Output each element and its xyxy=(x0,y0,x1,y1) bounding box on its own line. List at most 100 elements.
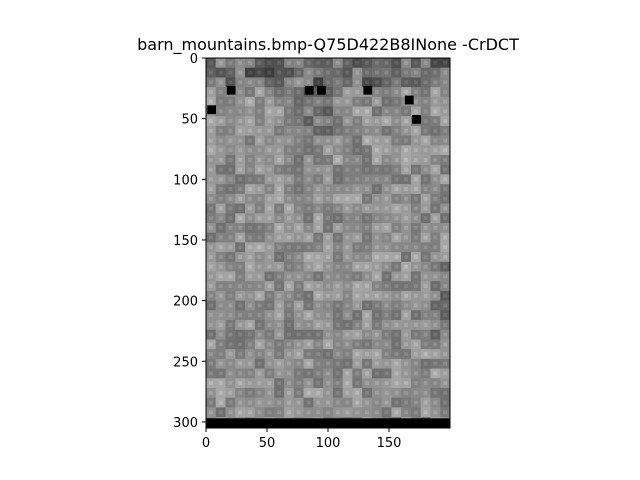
heatmap-cell-texture xyxy=(423,80,428,85)
heatmap-cell-texture xyxy=(238,313,243,318)
heatmap-cell-texture xyxy=(345,148,350,153)
heatmap-cell-texture xyxy=(394,109,399,114)
heatmap-cell xyxy=(420,349,431,360)
heatmap-cell xyxy=(245,300,256,311)
heatmap-cell xyxy=(245,184,256,195)
heatmap-cell xyxy=(440,135,451,146)
heatmap-cell xyxy=(254,252,265,263)
heatmap-cell-texture xyxy=(228,128,233,133)
heatmap-cell-texture xyxy=(423,235,428,240)
heatmap-cell-texture xyxy=(277,90,282,94)
heatmap-cell xyxy=(274,232,285,243)
heatmap-cell xyxy=(430,387,441,398)
heatmap-cell xyxy=(342,310,353,321)
heatmap-cell-texture xyxy=(404,80,409,85)
heatmap-cell-texture xyxy=(287,293,291,298)
heatmap-cell xyxy=(401,358,412,369)
heatmap-cell-texture xyxy=(277,284,282,289)
heatmap-cell-texture xyxy=(394,332,399,337)
heatmap-cell xyxy=(420,96,431,107)
heatmap-cell-texture xyxy=(394,303,399,308)
heatmap-cell xyxy=(332,242,343,253)
heatmap-cell-texture xyxy=(208,119,213,124)
heatmap-cell-texture xyxy=(404,390,409,395)
heatmap-cell xyxy=(254,193,265,204)
heatmap-cell-texture xyxy=(335,128,340,133)
heatmap-cell-texture xyxy=(257,235,262,240)
heatmap-cell xyxy=(215,116,226,127)
heatmap-cell-texture xyxy=(228,109,233,114)
heatmap-cell-texture xyxy=(345,80,350,85)
heatmap-cell-texture xyxy=(394,187,399,191)
heatmap-cell xyxy=(264,106,275,117)
heatmap-cell-texture xyxy=(218,342,223,347)
heatmap-cell xyxy=(245,203,256,214)
heatmap-cell xyxy=(254,77,265,88)
heatmap-cell xyxy=(401,125,412,136)
heatmap-cell-texture xyxy=(423,206,428,211)
heatmap-cell xyxy=(206,290,217,301)
heatmap-cell-texture xyxy=(374,187,379,191)
heatmap-cell xyxy=(323,96,334,107)
heatmap-cell-texture xyxy=(413,352,418,356)
heatmap-cell xyxy=(225,145,236,156)
heatmap-cell-texture xyxy=(277,245,282,250)
heatmap-cell-texture xyxy=(355,90,360,94)
heatmap-cell xyxy=(381,87,392,98)
heatmap-cell-texture xyxy=(443,332,448,337)
heatmap-cell xyxy=(235,164,246,175)
heatmap-cell-texture xyxy=(277,157,282,162)
heatmap-cell xyxy=(284,164,295,175)
heatmap-cell-texture xyxy=(345,157,350,162)
heatmap-cell-texture xyxy=(326,70,330,75)
heatmap-cell-texture xyxy=(316,216,321,221)
x-tick-label: 150 xyxy=(377,436,402,451)
y-tick-label: 150 xyxy=(173,234,198,249)
heatmap-cell xyxy=(352,339,363,350)
heatmap-cell xyxy=(430,145,441,156)
heatmap-cell xyxy=(332,222,343,233)
heatmap-cell xyxy=(293,77,304,88)
heatmap-cell-texture xyxy=(394,70,399,75)
heatmap-cell xyxy=(381,193,392,204)
heatmap-cell xyxy=(215,329,226,340)
heatmap-cell xyxy=(215,261,226,272)
heatmap-cell-texture xyxy=(384,342,389,347)
heatmap-cell-texture xyxy=(287,264,291,269)
heatmap-cell xyxy=(313,290,324,301)
heatmap-cell-texture xyxy=(267,196,272,201)
heatmap-cell-texture xyxy=(267,148,272,153)
heatmap-cell-texture xyxy=(257,410,262,415)
heatmap-cell-texture xyxy=(374,138,379,143)
heatmap-cell xyxy=(332,213,343,224)
heatmap-cell xyxy=(303,378,314,389)
heatmap-cell xyxy=(254,222,265,233)
heatmap-cell-texture xyxy=(277,99,282,104)
heatmap-cell-texture xyxy=(374,80,379,85)
heatmap-cell-texture xyxy=(326,371,330,376)
heatmap-cell-texture xyxy=(238,196,243,201)
heatmap-cell xyxy=(215,164,226,175)
heatmap-cell xyxy=(430,397,441,408)
heatmap-cell xyxy=(430,290,441,301)
heatmap-cell xyxy=(332,290,343,301)
heatmap-cell xyxy=(401,252,412,263)
heatmap-cell xyxy=(303,77,314,88)
heatmap-cell xyxy=(303,281,314,292)
heatmap-cell xyxy=(245,242,256,253)
heatmap-cell-texture xyxy=(413,284,418,289)
heatmap-cell xyxy=(284,407,295,418)
heatmap-cell xyxy=(293,106,304,117)
heatmap-cell-texture xyxy=(306,274,311,279)
heatmap-cell xyxy=(313,281,324,292)
heatmap-cell xyxy=(401,116,412,127)
heatmap-cell-texture xyxy=(287,119,291,124)
heatmap-cell xyxy=(254,96,265,107)
heatmap-cell-texture xyxy=(257,332,262,337)
heatmap-cell-texture xyxy=(287,109,291,114)
heatmap-cell-texture xyxy=(326,128,330,133)
x-axis: 0 50 100 150 xyxy=(202,428,402,451)
heatmap-cell-texture xyxy=(277,410,282,415)
heatmap-cell-texture xyxy=(355,332,360,337)
heatmap-cell-texture xyxy=(443,60,448,65)
